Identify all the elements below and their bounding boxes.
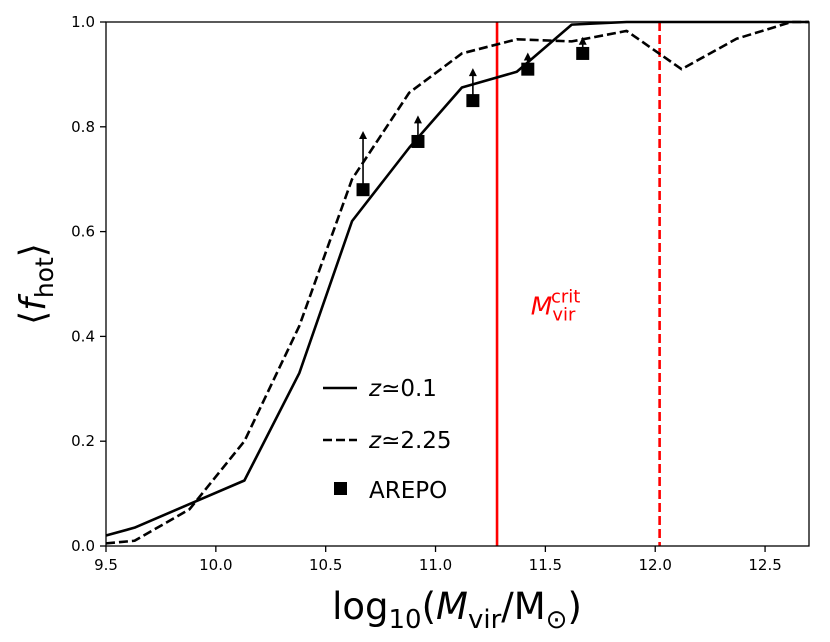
annotation-sup: crit (551, 286, 580, 307)
legend-marker-square (334, 482, 347, 495)
x-axis-title: log10(Mvir/M⊙) (332, 585, 582, 635)
series-line-solid (105, 20, 809, 537)
x-tick-label: 10.5 (309, 556, 342, 574)
y-tick-label: 1.0 (71, 13, 95, 31)
legend-label-z225: z≃2.25 (368, 428, 452, 454)
y-axis-title-sub: hot (30, 257, 59, 298)
legend-label-z01-value: ≃0.1 (381, 376, 437, 402)
y-tick-label: 0.0 (71, 537, 95, 555)
annotation-mvir-crit: Mvircrit (531, 286, 581, 325)
x-axis-title-sun: ⊙ (546, 605, 568, 635)
annotation-sub: vir (552, 304, 576, 325)
x-tick-label: 12.0 (639, 556, 672, 574)
y-tick-label: 0.4 (71, 327, 95, 345)
annotation-var: M (531, 291, 553, 320)
x-axis-title-open: ( (422, 585, 436, 628)
arepo-point (466, 94, 480, 108)
arepo-arrow-head (523, 52, 532, 61)
legend-label-z225-value: ≃2.25 (381, 428, 451, 454)
arepo-point (576, 46, 590, 60)
arepo-point (521, 62, 535, 76)
arepo-arrow-head (359, 131, 368, 140)
arepo-arrow-head (468, 68, 477, 77)
y-axis-title-close: ⟩ (13, 243, 54, 257)
y-tick-label: 0.8 (71, 118, 95, 136)
x-axis-title-log: log (332, 585, 388, 628)
x-axis-title-slash: /M (501, 585, 545, 628)
legend-label-z225-var: z (368, 428, 382, 454)
legend-label-z01-var: z (368, 376, 382, 402)
x-axis-title-m: M (436, 585, 468, 628)
legend: z≃0.1 z≃2.25 AREPO (323, 376, 452, 504)
legend-label-arepo: AREPO (369, 478, 447, 504)
y-axis-title-open: ⟨ (13, 311, 54, 325)
arepo-point (411, 134, 425, 148)
x-tick-label: 10.0 (199, 556, 232, 574)
y-tick-label: 0.2 (71, 432, 95, 450)
arepo-arrow-head (413, 115, 422, 124)
x-axis-title-close: ) (567, 585, 581, 628)
x-axis-title-m-sub: vir (468, 605, 502, 635)
lines-layer (105, 20, 809, 546)
y-axis-title: ⟨fhot⟩ (13, 243, 59, 325)
y-tick-label: 0.6 (71, 223, 95, 241)
legend-label-z01: z≃0.1 (368, 376, 437, 402)
x-tick-label: 11.0 (419, 556, 452, 574)
markers-layer (356, 36, 590, 197)
series-line-dashed (105, 20, 809, 545)
x-tick-label: 11.5 (529, 556, 562, 574)
plot-frame (105, 21, 810, 547)
x-tick-label: 9.5 (94, 556, 118, 574)
ticks-layer: 9.5 10.0 10.5 11.0 11.5 12.0 12.5 0.0 0.2 0.4 0.6 0… (71, 13, 782, 574)
x-tick-label: 12.5 (748, 556, 781, 574)
arepo-arrow-head (578, 36, 587, 45)
arepo-point (356, 183, 370, 197)
x-axis-title-log-sub: 10 (389, 605, 422, 635)
